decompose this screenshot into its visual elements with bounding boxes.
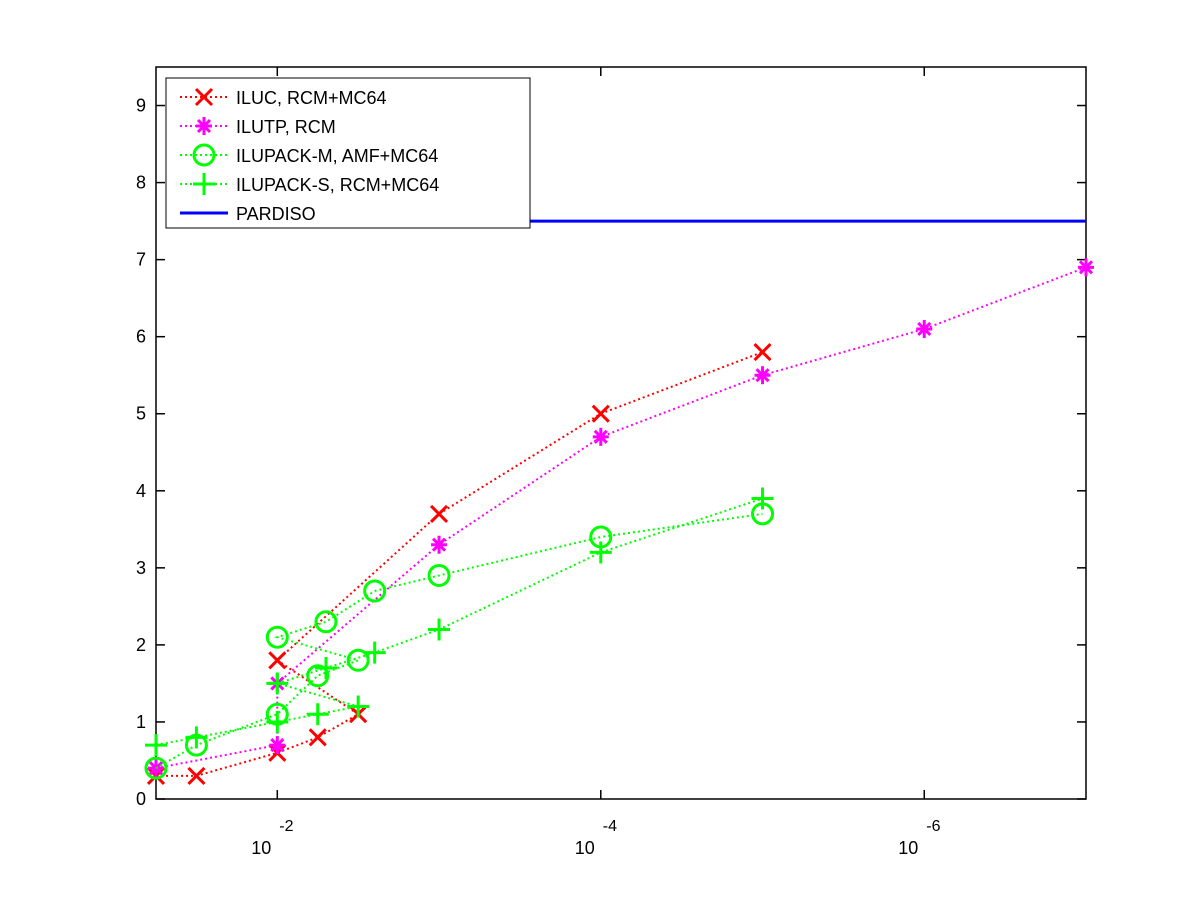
data-point (589, 541, 612, 564)
data-point (185, 726, 208, 749)
data-point (346, 648, 370, 672)
marker-stroke (268, 651, 287, 670)
data-point (144, 756, 168, 780)
data-point (429, 504, 449, 523)
legend-label: ILUTP, RCM (236, 117, 336, 137)
x-tick-label: 10 -2 (251, 818, 293, 858)
x-tick-label-base: 10 (575, 838, 595, 858)
data-point (1078, 258, 1094, 277)
legend: ILUC, RCM+MC64 ILUTP, RCM ILUPACK-M, AMF+M… (165, 77, 531, 229)
series-line (155, 266, 1087, 770)
data-point (363, 641, 386, 664)
data-point (269, 736, 286, 755)
y-tick-label: 1 (136, 712, 146, 732)
data-point (363, 579, 387, 603)
data-point (428, 618, 451, 641)
x-tick-label: 10 -6 (898, 818, 940, 858)
data-point (306, 703, 329, 726)
data-point (314, 657, 337, 680)
data-point (431, 535, 448, 554)
legend-label: ILUC, RCM+MC64 (236, 88, 387, 108)
marker-stroke (429, 504, 449, 523)
legend-item: PARDISO (180, 204, 316, 224)
legend-item: ILUTP, RCM (180, 117, 336, 137)
marker-stroke (194, 87, 214, 107)
legend-label: ILUPACK-M, AMF+MC64 (236, 146, 438, 166)
marker-stroke (917, 321, 932, 337)
series-line (155, 512, 763, 770)
data-point (268, 651, 287, 670)
marker-stroke (270, 738, 285, 753)
data-point (753, 343, 772, 362)
legend-label: ILUPACK-S, RCM+MC64 (236, 175, 439, 195)
x-tick-labels: 10 -2 10 -4 10 -6 (251, 818, 940, 858)
x-tick-label-base: 10 (898, 838, 918, 858)
data-point (308, 728, 327, 747)
marker-stroke (1078, 260, 1094, 275)
axis-ticks (156, 67, 1086, 800)
marker-stroke (753, 343, 772, 362)
legend-box (165, 77, 531, 229)
series-1 (148, 258, 1094, 778)
marker-stroke (187, 766, 206, 785)
data-point (591, 404, 610, 423)
legend-item: ILUPACK-S, RCM+MC64 (180, 173, 439, 195)
y-tick-label: 8 (136, 173, 146, 193)
data-point (145, 734, 167, 757)
data-point (427, 564, 451, 588)
legend-marker (194, 87, 214, 107)
data-point (314, 610, 338, 634)
legend-marker (193, 173, 215, 195)
marker-stroke (308, 728, 327, 747)
series-0 (146, 343, 772, 785)
marker-stroke (593, 429, 608, 444)
marker-stroke (196, 118, 212, 134)
y-tick-label: 9 (136, 96, 146, 116)
y-tick-label: 6 (136, 327, 146, 347)
series-layer (144, 219, 1094, 785)
legend-marker (196, 117, 212, 135)
data-point (754, 366, 771, 385)
y-tick-label: 3 (136, 558, 146, 578)
y-tick-labels: 0 1 2 3 4 5 6 7 8 9 (136, 96, 146, 809)
data-point (265, 625, 289, 649)
data-point (592, 427, 609, 446)
series-line (156, 351, 763, 777)
marker-stroke (591, 404, 610, 423)
y-tick-label: 4 (136, 481, 146, 501)
legend-label: PARDISO (236, 204, 316, 224)
legend-marker (192, 143, 216, 167)
x-tick-label-exponent: -2 (279, 818, 293, 835)
data-point (266, 672, 289, 695)
series-line (155, 497, 763, 747)
x-tick-label-base: 10 (251, 838, 271, 858)
legend-item: ILUC, RCM+MC64 (180, 87, 387, 108)
y-tick-label: 2 (136, 635, 146, 655)
data-point (347, 695, 370, 718)
data-point (266, 710, 289, 733)
marker-stroke (431, 537, 447, 552)
y-tick-label: 5 (136, 404, 146, 424)
data-point (187, 766, 206, 785)
x-tick-label: 10 -4 (575, 818, 617, 858)
marker-stroke (755, 368, 770, 383)
data-point (751, 487, 774, 510)
y-tick-label: 0 (136, 789, 146, 809)
series-3 (145, 487, 774, 757)
legend-item: ILUPACK-M, AMF+MC64 (180, 143, 438, 167)
data-point (306, 664, 330, 688)
x-tick-label-exponent: -6 (926, 818, 940, 835)
y-tick-label: 7 (136, 250, 146, 270)
x-tick-label-exponent: -4 (603, 818, 617, 835)
data-point (916, 319, 933, 338)
